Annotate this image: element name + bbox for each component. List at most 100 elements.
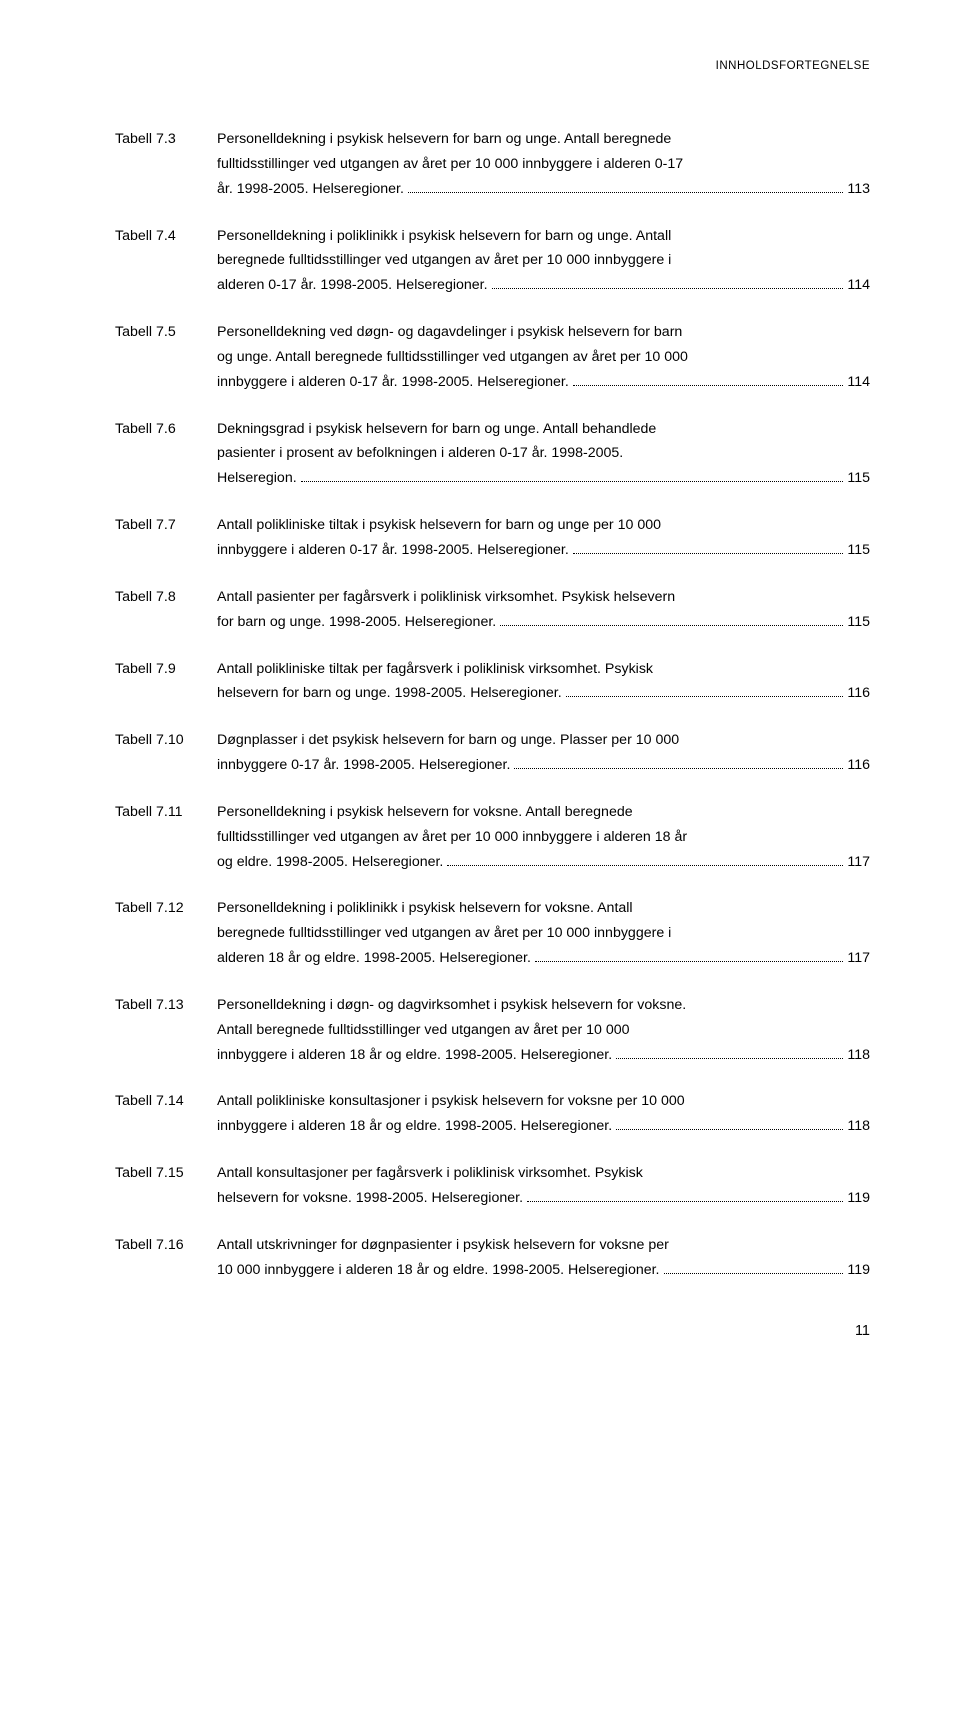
toc-entry-text: innbyggere 0-17 år. 1998-2005. Helseregi… bbox=[217, 753, 510, 778]
toc-entry: Tabell 7.15Antall konsultasjoner per fag… bbox=[115, 1161, 870, 1211]
toc-entry-page: 117 bbox=[847, 946, 870, 971]
toc-entry-text: Dekningsgrad i psykisk helsevern for bar… bbox=[217, 417, 870, 442]
toc-entry-body: Personelldekning i psykisk helsevern for… bbox=[217, 127, 870, 202]
toc-entry-last-line: Helseregion.115 bbox=[217, 466, 870, 491]
toc-leader-dots bbox=[573, 385, 844, 386]
toc-entry-label: Tabell 7.7 bbox=[115, 513, 217, 538]
toc-entry-page: 115 bbox=[847, 538, 870, 563]
toc-entry: Tabell 7.7Antall polikliniske tiltak i p… bbox=[115, 513, 870, 563]
toc-entry-body: Personelldekning i poliklinikk i psykisk… bbox=[217, 224, 870, 299]
toc-leader-dots bbox=[664, 1273, 844, 1274]
toc-entry-page: 118 bbox=[847, 1114, 870, 1139]
toc-entry-text: innbyggere i alderen 0-17 år. 1998-2005.… bbox=[217, 538, 569, 563]
toc-entry-text: Antall polikliniske tiltak per fagårsver… bbox=[217, 657, 870, 682]
toc-entry-text: pasienter i prosent av befolkningen i al… bbox=[217, 441, 870, 466]
toc-entry-label: Tabell 7.4 bbox=[115, 224, 217, 249]
toc-entry-label: Tabell 7.14 bbox=[115, 1089, 217, 1114]
page-header: INNHOLDSFORTEGNELSE bbox=[115, 60, 870, 72]
toc-entry: Tabell 7.13Personelldekning i døgn- og d… bbox=[115, 993, 870, 1068]
toc-entry-page: 115 bbox=[847, 466, 870, 491]
toc-entry-label: Tabell 7.3 bbox=[115, 127, 217, 152]
toc-entry-page: 119 bbox=[847, 1258, 870, 1283]
toc-entry-last-line: innbyggere 0-17 år. 1998-2005. Helseregi… bbox=[217, 753, 870, 778]
toc-entry-text: Personelldekning i poliklinikk i psykisk… bbox=[217, 224, 870, 249]
toc-entry-page: 114 bbox=[847, 273, 870, 298]
toc-entry-label: Tabell 7.13 bbox=[115, 993, 217, 1018]
toc-entry-text: Personelldekning i poliklinikk i psykisk… bbox=[217, 896, 870, 921]
toc-entry-text: helsevern for barn og unge. 1998-2005. H… bbox=[217, 681, 562, 706]
toc-entry-label: Tabell 7.10 bbox=[115, 728, 217, 753]
toc-entry-last-line: 10 000 innbyggere i alderen 18 år og eld… bbox=[217, 1258, 870, 1283]
toc-entry-last-line: år. 1998-2005. Helseregioner. 113 bbox=[217, 177, 870, 202]
toc-entry: Tabell 7.9Antall polikliniske tiltak per… bbox=[115, 657, 870, 707]
toc-list: Tabell 7.3Personelldekning i psykisk hel… bbox=[115, 127, 870, 1283]
toc-leader-dots bbox=[616, 1129, 843, 1130]
toc-leader-dots bbox=[500, 625, 843, 626]
toc-entry-text: beregnede fulltidsstillinger ved utgange… bbox=[217, 248, 870, 273]
toc-entry-last-line: innbyggere i alderen 0-17 år. 1998-2005.… bbox=[217, 370, 870, 395]
toc-entry-text: Personelldekning i døgn- og dagvirksomhe… bbox=[217, 993, 870, 1018]
toc-entry-last-line: innbyggere i alderen 0-17 år. 1998-2005.… bbox=[217, 538, 870, 563]
toc-entry-text: år. 1998-2005. Helseregioner. bbox=[217, 177, 404, 202]
toc-entry: Tabell 7.12Personelldekning i poliklinik… bbox=[115, 896, 870, 971]
toc-entry-last-line: for barn og unge. 1998-2005. Helseregion… bbox=[217, 610, 870, 635]
toc-entry-last-line: alderen 18 år og eldre. 1998-2005. Helse… bbox=[217, 946, 870, 971]
toc-entry-label: Tabell 7.12 bbox=[115, 896, 217, 921]
toc-entry: Tabell 7.14Antall polikliniske konsultas… bbox=[115, 1089, 870, 1139]
toc-entry-body: Personelldekning i døgn- og dagvirksomhe… bbox=[217, 993, 870, 1068]
toc-leader-dots bbox=[492, 288, 844, 289]
page-number: 11 bbox=[115, 1323, 870, 1339]
toc-entry-text: fulltidsstillinger ved utgangen av året … bbox=[217, 152, 870, 177]
toc-entry-text: og unge. Antall beregnede fulltidsstilli… bbox=[217, 345, 870, 370]
toc-entry-body: Dekningsgrad i psykisk helsevern for bar… bbox=[217, 417, 870, 492]
toc-entry-text: og eldre. 1998-2005. Helseregioner. bbox=[217, 850, 443, 875]
toc-entry: Tabell 7.10Døgnplasser i det psykisk hel… bbox=[115, 728, 870, 778]
toc-entry-body: Personelldekning i psykisk helsevern for… bbox=[217, 800, 870, 875]
toc-entry-last-line: helsevern for barn og unge. 1998-2005. H… bbox=[217, 681, 870, 706]
toc-entry-page: 115 bbox=[847, 610, 870, 635]
toc-entry-text: Personelldekning ved døgn- og dagavdelin… bbox=[217, 320, 870, 345]
toc-entry-last-line: helsevern for voksne. 1998-2005. Helsere… bbox=[217, 1186, 870, 1211]
toc-leader-dots bbox=[408, 192, 843, 193]
toc-entry: Tabell 7.3Personelldekning i psykisk hel… bbox=[115, 127, 870, 202]
toc-entry: Tabell 7.16Antall utskrivninger for døgn… bbox=[115, 1233, 870, 1283]
toc-entry-label: Tabell 7.5 bbox=[115, 320, 217, 345]
toc-leader-dots bbox=[535, 961, 843, 962]
toc-entry-text: innbyggere i alderen 18 år og eldre. 199… bbox=[217, 1043, 612, 1068]
toc-entry-body: Døgnplasser i det psykisk helsevern for … bbox=[217, 728, 870, 778]
toc-entry-label: Tabell 7.11 bbox=[115, 800, 217, 825]
toc-entry-body: Antall polikliniske konsultasjoner i psy… bbox=[217, 1089, 870, 1139]
toc-entry-body: Antall polikliniske tiltak i psykisk hel… bbox=[217, 513, 870, 563]
toc-entry-text: beregnede fulltidsstillinger ved utgange… bbox=[217, 921, 870, 946]
toc-leader-dots bbox=[573, 553, 844, 554]
toc-entry-label: Tabell 7.9 bbox=[115, 657, 217, 682]
toc-entry-page: 117 bbox=[847, 850, 870, 875]
toc-entry-body: Antall utskrivninger for døgnpasienter i… bbox=[217, 1233, 870, 1283]
toc-entry-last-line: innbyggere i alderen 18 år og eldre. 199… bbox=[217, 1043, 870, 1068]
toc-entry-text: Personelldekning i psykisk helsevern for… bbox=[217, 127, 870, 152]
toc-entry-page: 119 bbox=[847, 1186, 870, 1211]
toc-entry: Tabell 7.11Personelldekning i psykisk he… bbox=[115, 800, 870, 875]
toc-leader-dots bbox=[301, 481, 844, 482]
toc-entry-page: 114 bbox=[847, 370, 870, 395]
toc-entry-page: 113 bbox=[847, 177, 870, 202]
toc-entry-body: Antall konsultasjoner per fagårsverk i p… bbox=[217, 1161, 870, 1211]
toc-entry-text: helsevern for voksne. 1998-2005. Helsere… bbox=[217, 1186, 523, 1211]
toc-entry-text: for barn og unge. 1998-2005. Helseregion… bbox=[217, 610, 496, 635]
toc-entry-text: alderen 0-17 år. 1998-2005. Helseregione… bbox=[217, 273, 488, 298]
toc-entry-text: 10 000 innbyggere i alderen 18 år og eld… bbox=[217, 1258, 660, 1283]
toc-entry-text: Antall polikliniske konsultasjoner i psy… bbox=[217, 1089, 870, 1114]
toc-entry-body: Personelldekning ved døgn- og dagavdelin… bbox=[217, 320, 870, 395]
toc-entry-body: Antall polikliniske tiltak per fagårsver… bbox=[217, 657, 870, 707]
toc-entry: Tabell 7.4Personelldekning i poliklinikk… bbox=[115, 224, 870, 299]
toc-entry-label: Tabell 7.8 bbox=[115, 585, 217, 610]
toc-entry-page: 116 bbox=[847, 753, 870, 778]
toc-leader-dots bbox=[447, 865, 843, 866]
toc-entry-body: Personelldekning i poliklinikk i psykisk… bbox=[217, 896, 870, 971]
toc-entry-text: Antall beregnede fulltidsstillinger ved … bbox=[217, 1018, 870, 1043]
toc-entry-text: Personelldekning i psykisk helsevern for… bbox=[217, 800, 870, 825]
toc-entry-label: Tabell 7.15 bbox=[115, 1161, 217, 1186]
toc-entry-text: Antall pasienter per fagårsverk i polikl… bbox=[217, 585, 870, 610]
toc-entry-page: 118 bbox=[847, 1043, 870, 1068]
toc-entry-text: Døgnplasser i det psykisk helsevern for … bbox=[217, 728, 870, 753]
